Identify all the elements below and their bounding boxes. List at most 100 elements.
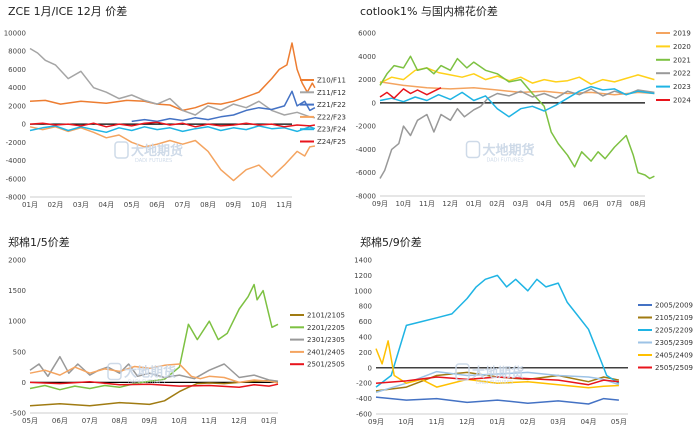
y-tick-label: 1400	[354, 257, 372, 265]
x-tick-label: 02月	[520, 418, 536, 426]
watermark-subtext: DADI FUTURES	[135, 158, 172, 164]
watermark-icon	[465, 140, 481, 159]
y-tick-label: 1000	[354, 287, 372, 295]
x-tick-label: 01月	[466, 200, 482, 208]
x-tick-label: 10月	[395, 200, 411, 208]
series-line-2201-2205	[29, 283, 279, 391]
x-tick-label: 07月	[82, 417, 98, 425]
watermark-subtext: DADI FUTURES	[487, 158, 524, 164]
y-tick-label: 400	[359, 334, 372, 342]
y-tick-label: 6000	[358, 30, 376, 38]
x-tick-label: 09月	[368, 418, 384, 426]
series-line-2505-2509	[375, 376, 619, 386]
x-tick-label: 05月	[611, 418, 627, 426]
series-line-Z11-F12	[29, 47, 316, 119]
legend-label: 2201/2205	[307, 324, 345, 332]
y-tick-label: 2000	[8, 102, 26, 110]
watermark-text: 大地期货	[124, 365, 176, 381]
x-tick-label: 02月	[47, 201, 63, 209]
x-tick-label: 11月	[419, 200, 435, 208]
y-tick-label: 0	[368, 364, 372, 372]
x-tick-label: 10月	[251, 201, 267, 209]
legend-label: Z24/F25	[317, 138, 346, 146]
x-tick-label: 01月	[22, 201, 38, 209]
y-tick-label: 600	[359, 318, 372, 326]
legend-label: 2205/2209	[655, 327, 693, 335]
y-tick-label: -2000	[356, 123, 376, 131]
x-tick-label: 03月	[550, 418, 566, 426]
watermark-subtext: DADI FUTURES	[476, 380, 513, 386]
y-tick-label: 800	[359, 303, 372, 311]
x-tick-label: 09月	[226, 201, 242, 209]
x-tick-label: 05月	[22, 417, 38, 425]
y-tick-label: -200	[356, 380, 372, 388]
series-line-2205-2209	[375, 274, 620, 388]
y-tick-label: 4000	[8, 84, 26, 92]
series-line-2301-2305	[29, 355, 279, 382]
series-line-Z22-F23	[29, 126, 316, 182]
x-tick-label: 04月	[98, 201, 114, 209]
x-tick-label: 06月	[149, 201, 165, 209]
legend: Z10/F11 Z11/F12 Z21/F22 Z22/F23 Z23/F24 Z24/F…	[300, 77, 347, 146]
y-tick-label: 2000	[8, 257, 26, 265]
legend: 2019 2020 2021 2022 2023 2024	[656, 30, 691, 105]
y-tick-label: 10000	[4, 30, 26, 38]
x-tick-label: 06月	[583, 200, 599, 208]
x-tick-label: 09月	[142, 417, 158, 425]
legend-label: 2301/2305	[307, 336, 345, 344]
legend-label: 2005/2009	[655, 302, 693, 310]
series-line-2023	[379, 85, 655, 118]
x-tick-label: 12月	[231, 417, 247, 425]
legend-label: Z21/F22	[317, 101, 346, 109]
chart-title: 郑棉1/5价差	[8, 235, 70, 249]
x-tick-label: 12月	[459, 418, 475, 426]
legend: 2005/2009 2105/2109 2205/2209 2305/2309 2405…	[638, 302, 693, 372]
series-line-2101-2105	[29, 379, 279, 407]
y-tick-label: 0	[22, 121, 26, 129]
legend-label: 2401/2405	[307, 348, 345, 356]
y-tick-label: -600	[356, 411, 372, 419]
watermark-text: 大地期货	[131, 143, 183, 159]
series-line-2005-2009	[375, 396, 619, 405]
y-tick-label: -8000	[6, 194, 26, 202]
x-tick-label: 10月	[398, 418, 414, 426]
chart-2: cotlook1% 与国内棉花价差 -8000 -6000 -4000 -2000 0 20…	[356, 4, 692, 208]
y-tick-label: -500	[10, 410, 26, 418]
y-tick-label: -4000	[6, 157, 26, 165]
legend-label: Z22/F23	[317, 113, 346, 121]
y-tick-label: -6000	[356, 169, 376, 177]
y-tick-label: 0	[372, 99, 376, 107]
legend-label: Z11/F12	[317, 89, 346, 97]
series-line-Z10-F11	[29, 42, 316, 112]
series-line-2020	[379, 67, 655, 85]
legend: 2101/2105 2201/2205 2301/2305 2401/2405 2501…	[290, 312, 345, 369]
watermark-icon	[114, 141, 129, 159]
y-tick-label: -400	[356, 395, 372, 403]
x-tick-label: 11月	[201, 417, 217, 425]
legend-label: 2023	[673, 83, 691, 91]
series-line-2021	[379, 55, 655, 180]
legend-label: 2505/2509	[655, 364, 693, 372]
x-tick-label: 02月	[489, 200, 505, 208]
x-tick-label: 08月	[630, 200, 646, 208]
watermark-icon	[455, 363, 470, 381]
legend-label: 2101/2105	[307, 312, 345, 320]
x-tick-label: 04月	[536, 200, 552, 208]
legend-label: 2105/2109	[655, 314, 693, 322]
chart-3: 郑棉1/5价差 -500 0 500 1000 1500 2000 05月 06月 07月 08月 0…	[8, 235, 345, 425]
legend-label: 2021	[673, 56, 691, 64]
chart-title: cotlook1% 与国内棉花价差	[360, 4, 498, 18]
legend-label: 2305/2309	[655, 339, 693, 347]
x-tick-label: 08月	[200, 201, 216, 209]
y-tick-label: 500	[13, 348, 26, 356]
y-tick-label: 4000	[358, 53, 376, 61]
x-tick-label: 05月	[560, 200, 576, 208]
x-tick-label: 10月	[171, 417, 187, 425]
x-tick-label: 11月	[276, 201, 292, 209]
y-tick-label: 1200	[354, 272, 372, 280]
x-tick-label: 07月	[607, 200, 623, 208]
chart-title: ZCE 1月/ICE 12月 价差	[8, 4, 127, 18]
